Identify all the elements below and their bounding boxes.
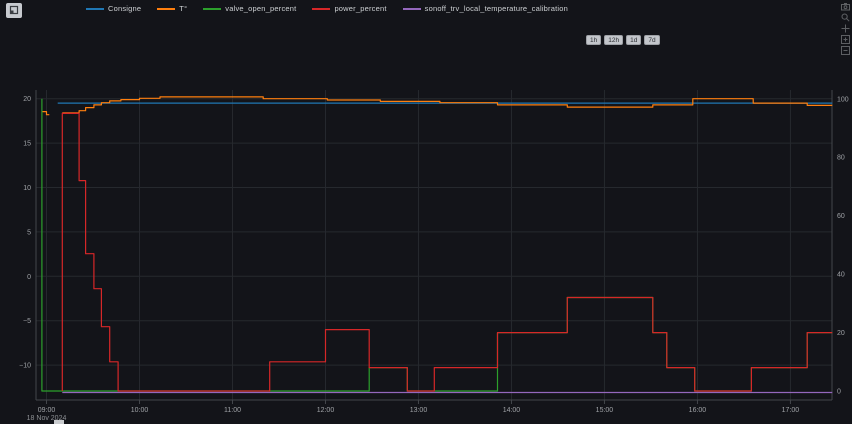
- bottom-edge-artifact: [54, 420, 64, 424]
- legend-item-sonoff-trv-local-temperature-calibration[interactable]: sonoff_trv_local_temperature_calibration: [402, 4, 569, 13]
- series-line-t-: [41, 110, 50, 116]
- zoom-in-icon[interactable]: [841, 35, 850, 44]
- y-left-tick-label: 5: [27, 229, 31, 236]
- x-tick-label: 15:00: [596, 407, 614, 414]
- legend-label: T°: [179, 4, 188, 13]
- legend-item-t-[interactable]: T°: [157, 4, 187, 13]
- x-tick-label: 16:00: [689, 407, 707, 414]
- y-left-tick-label: 15: [23, 141, 31, 148]
- legend-item-power-percent[interactable]: power_percent: [312, 4, 386, 13]
- legend-swatch: [203, 7, 222, 10]
- x-tick-label: 17:00: [782, 407, 800, 414]
- y-left-tick-label: 10: [23, 185, 31, 192]
- zoom-icon[interactable]: [841, 13, 850, 22]
- legend-swatch: [402, 7, 421, 10]
- legend-item-consigne[interactable]: Consigne: [86, 4, 141, 13]
- x-tick-label: 10:00: [131, 407, 149, 414]
- legend-label: Consigne: [108, 4, 142, 13]
- y-left-tick-label: −10: [19, 363, 31, 370]
- y-left-tick-label: −5: [23, 318, 31, 325]
- x-tick-label: 13:00: [410, 407, 428, 414]
- legend-label: valve_open_percent: [225, 4, 297, 13]
- y-right-tick-label: 100: [837, 96, 849, 103]
- legend-swatch: [157, 7, 176, 10]
- range-button-7d[interactable]: 7d: [644, 35, 660, 45]
- series-line-power-percent: [61, 112, 833, 392]
- y-right-tick-label: 60: [837, 213, 845, 220]
- pan-icon[interactable]: [841, 24, 850, 33]
- x-axis-date-label: 18 Nov 2024: [27, 415, 67, 422]
- x-tick-label: 12:00: [317, 407, 335, 414]
- card-menu-button[interactable]: [6, 3, 22, 18]
- y-right-tick-label: 0: [837, 388, 841, 395]
- camera-icon[interactable]: [841, 2, 850, 11]
- legend-label: sonoff_trv_local_temperature_calibration: [424, 4, 569, 13]
- legend-label: power_percent: [334, 4, 387, 13]
- legend-swatch: [312, 7, 331, 10]
- y-left-tick-label: 0: [27, 274, 31, 281]
- x-tick-label: 14:00: [503, 407, 521, 414]
- legend-swatch: [86, 7, 104, 10]
- zoom-out-icon[interactable]: [841, 46, 850, 55]
- range-button-1d[interactable]: 1d: [626, 35, 642, 45]
- chart-edit-icon: [9, 2, 19, 20]
- x-tick-label: 09:00: [38, 407, 56, 414]
- y-right-tick-label: 80: [837, 155, 845, 162]
- y-right-tick-label: 20: [837, 330, 845, 337]
- range-button-12h[interactable]: 12h: [604, 35, 624, 45]
- range-selector: 1h 12h 1d 7d: [586, 35, 660, 45]
- y-right-tick-label: 40: [837, 272, 845, 279]
- x-tick-label: 11:00: [224, 407, 241, 414]
- series-line-t-: [62, 96, 833, 114]
- range-button-1h[interactable]: 1h: [586, 35, 602, 45]
- chart-legend: Consigne T° valve_open_percent power_percen…: [86, 4, 568, 13]
- modebar: [841, 2, 850, 55]
- legend-bar: Consigne T° valve_open_percent power_percen…: [0, 0, 852, 22]
- legend-item-valve-open-percent[interactable]: valve_open_percent: [203, 4, 296, 13]
- y-left-tick-label: 20: [23, 96, 31, 103]
